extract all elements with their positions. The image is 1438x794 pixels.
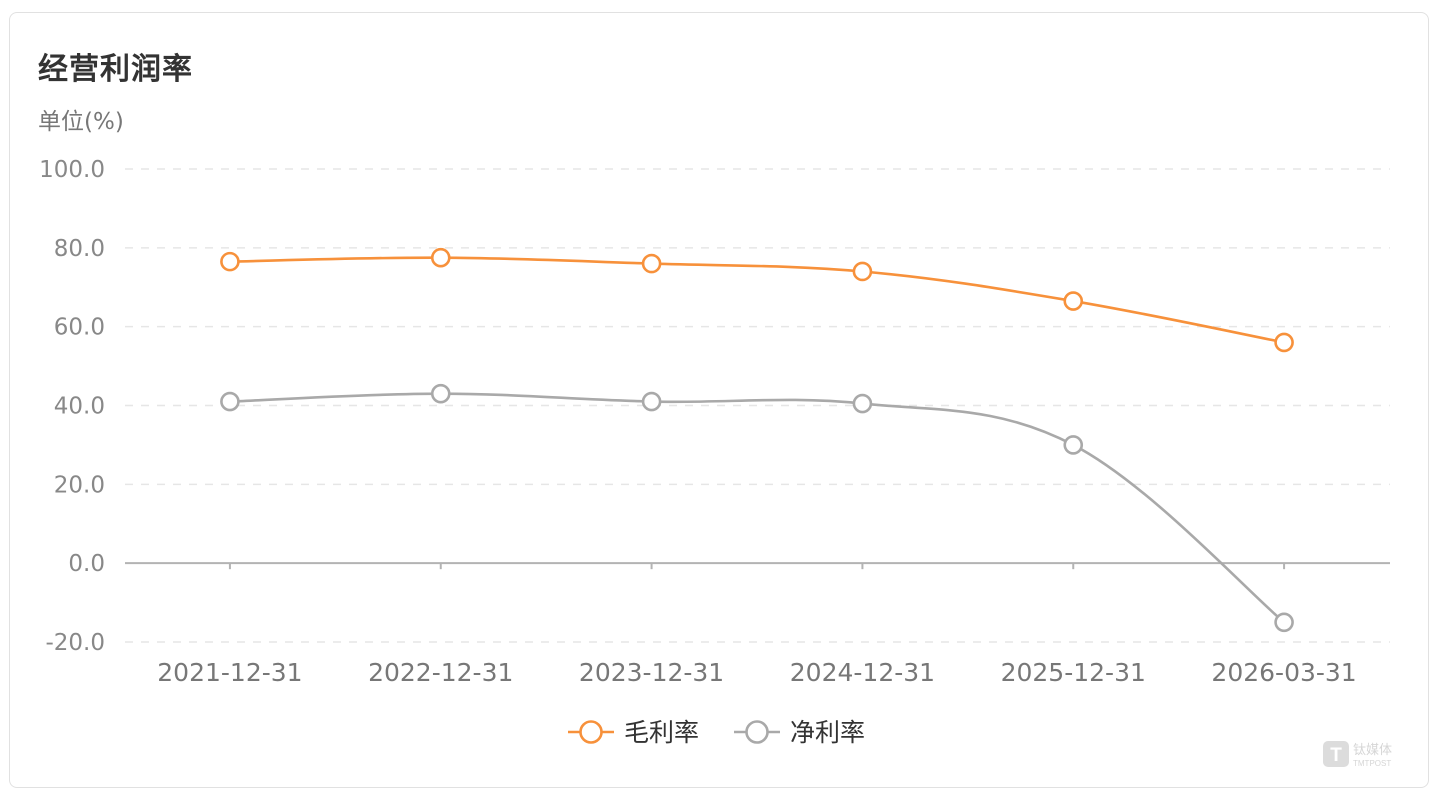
tmtpost-logo-icon: [1323, 741, 1349, 767]
series-line-1: [229, 256, 1285, 344]
data-point: [430, 247, 451, 268]
legend-marker-icon: [579, 720, 603, 744]
data-point: [220, 391, 240, 412]
svg-text:T: T: [1330, 745, 1342, 766]
series-line-2: [229, 392, 1285, 624]
data-point: [852, 261, 873, 282]
data-point: [430, 383, 451, 404]
watermark-logo: T 钛媒体 TMTPOST: [1323, 741, 1392, 768]
legend-label: 净利率: [790, 718, 865, 747]
y-tick-label: 20.0: [54, 472, 105, 498]
legend-marker-icon: [745, 720, 769, 744]
y-axis-unit-label: 单位(%): [38, 109, 124, 135]
y-tick-label: 0.0: [68, 551, 105, 577]
x-tick-label: 2025-12-31: [1001, 658, 1146, 687]
x-tick-label: 2026-03-31: [1211, 658, 1356, 687]
y-tick-label: 100.0: [39, 157, 105, 183]
y-tick-label: 80.0: [54, 236, 105, 262]
data-point: [1063, 435, 1084, 455]
legend-label: 毛利率: [624, 718, 699, 747]
y-tick-label: 60.0: [54, 315, 105, 341]
data-point: [220, 251, 240, 272]
x-tick-label: 2024-12-31: [790, 658, 935, 687]
data-point: [852, 393, 873, 414]
y-tick-label: 40.0: [54, 394, 105, 420]
x-tick-label: 2023-12-31: [579, 658, 724, 687]
x-tick-label: 2021-12-31: [157, 658, 302, 687]
data-point: [641, 253, 662, 274]
data-point: [641, 391, 662, 412]
watermark-subtext: TMTPOST: [1353, 759, 1391, 768]
watermark-text: 钛媒体: [1353, 743, 1392, 758]
data-point: [1063, 291, 1084, 311]
y-tick-label: -20.0: [45, 630, 105, 656]
data-point: [1274, 332, 1294, 353]
chart-title: 经营利润率: [38, 52, 193, 87]
data-point: [1274, 612, 1294, 633]
x-tick-label: 2022-12-31: [368, 658, 513, 687]
